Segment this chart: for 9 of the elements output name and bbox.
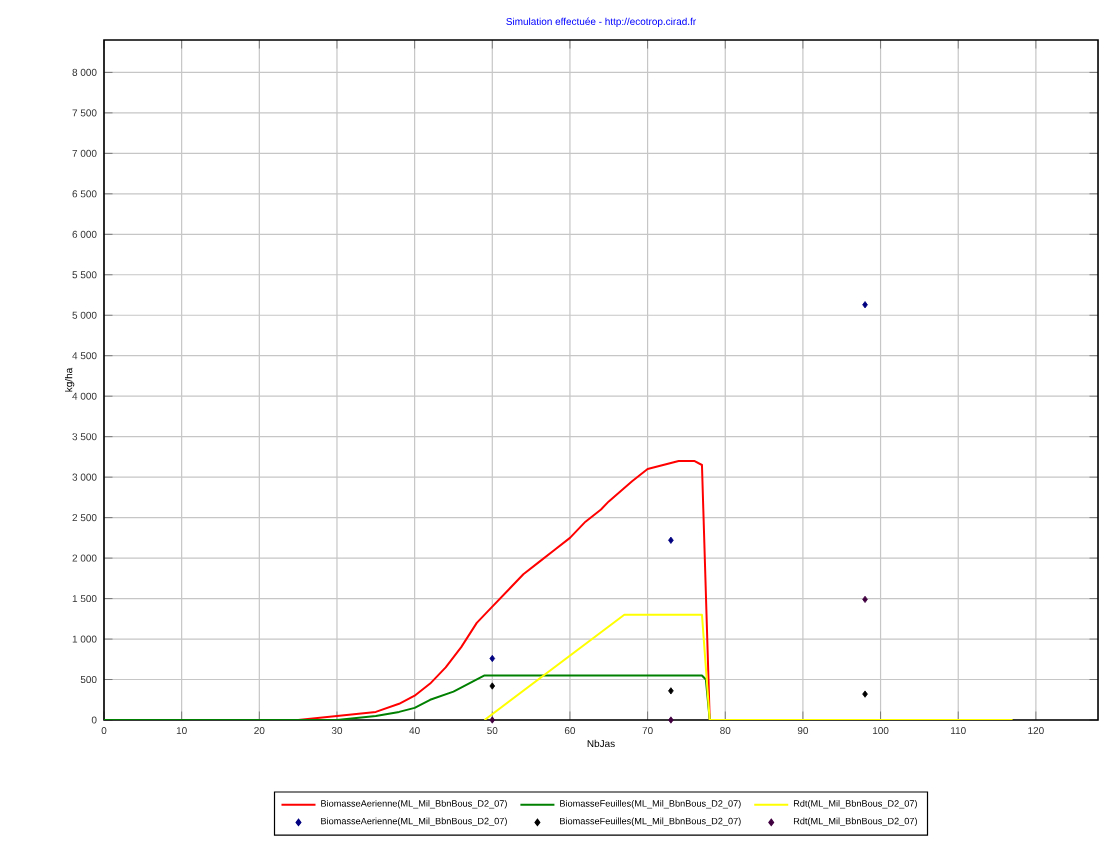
point xyxy=(489,682,496,690)
point xyxy=(668,536,674,544)
point xyxy=(489,716,496,724)
point xyxy=(862,595,868,603)
point xyxy=(862,301,868,309)
point xyxy=(668,716,674,724)
point xyxy=(668,687,674,695)
point xyxy=(862,690,868,698)
point xyxy=(489,654,496,663)
